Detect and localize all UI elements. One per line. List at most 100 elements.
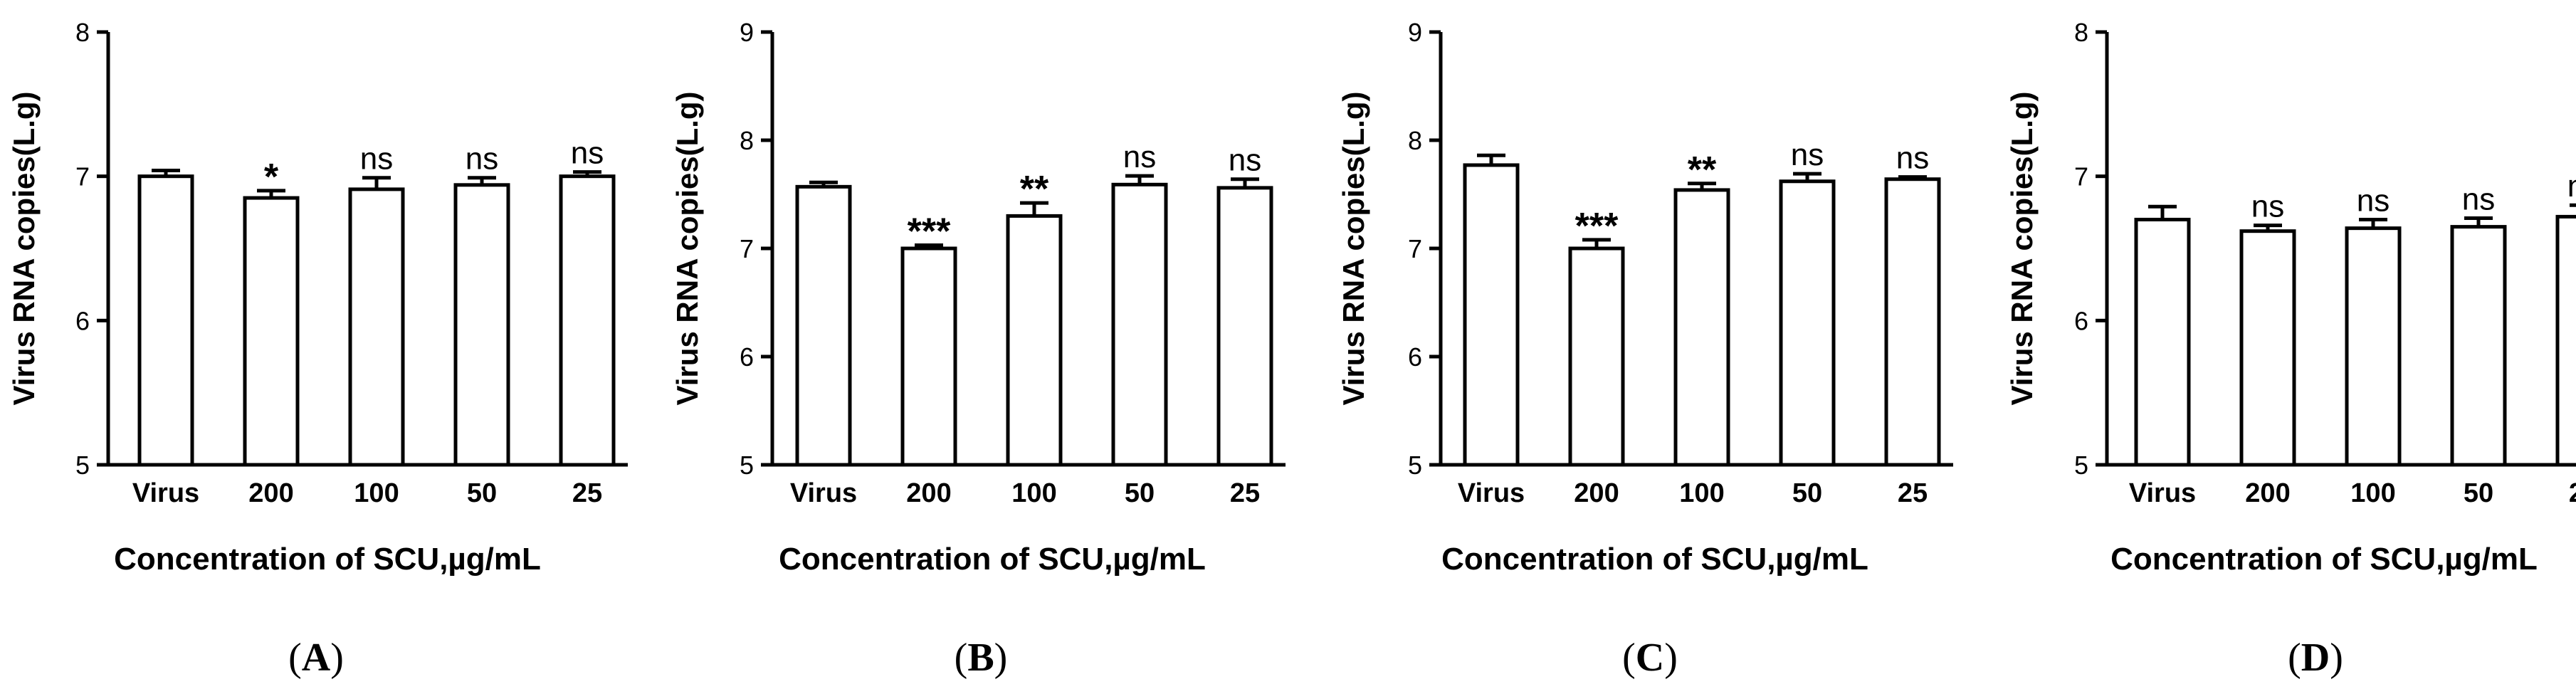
significance-label: ns xyxy=(360,142,393,177)
x-axis-title: Concentration of SCU,µg/mL xyxy=(2110,542,2538,577)
bar-50 xyxy=(2450,225,2507,467)
y-axis-title: Virus RNA copies(L.g) xyxy=(1337,91,1370,405)
significance-label: ns xyxy=(2251,189,2284,224)
significance-label: *** xyxy=(908,211,951,252)
y-tick-label: 5 xyxy=(1408,451,1422,480)
panel-label-close: ) xyxy=(2330,636,2343,680)
x-tick-label: 200 xyxy=(2245,478,2290,508)
significance-label: *** xyxy=(1575,206,1619,247)
significance-label: ns xyxy=(466,142,498,177)
panel-label: (C) xyxy=(1622,636,1678,680)
bar-virus xyxy=(137,174,194,467)
panel-label-close: ) xyxy=(994,636,1008,680)
chart-panel-c: 5 6 7 8 9 Virus 200 *** 100 ** 50 ns 25 ns Virus RNA c… xyxy=(1337,18,1953,680)
panel-label-letter: D xyxy=(2301,636,2330,680)
significance-label: ns xyxy=(1123,140,1156,174)
significance-label: ns xyxy=(1229,143,1261,178)
bar-25 xyxy=(559,174,616,467)
y-tick-label: 6 xyxy=(75,306,90,335)
y-axis-title: Virus RNA copies(L.g) xyxy=(7,91,41,405)
x-tick-label: 25 xyxy=(572,478,602,508)
significance-label: ns xyxy=(1896,141,1929,176)
bar-virus xyxy=(1463,163,1520,467)
y-tick-label: 9 xyxy=(1408,18,1422,47)
x-tick-label: 100 xyxy=(354,478,399,508)
x-tick-label: 100 xyxy=(2350,478,2395,508)
y-tick-label: 7 xyxy=(740,234,754,263)
panel-label: (D) xyxy=(2288,636,2343,680)
x-tick-label: Virus xyxy=(132,478,199,508)
bar-200 xyxy=(243,196,300,467)
x-axis-title: Concentration of SCU,µg/mL xyxy=(779,542,1206,577)
significance-label: ns xyxy=(571,136,604,171)
significance-label: ns xyxy=(2462,182,2495,216)
bar-25 xyxy=(2555,214,2576,467)
x-tick-label: 200 xyxy=(906,478,951,508)
x-axis-title: Concentration of SCU,µg/mL xyxy=(1441,542,1868,577)
bar-virus xyxy=(795,184,852,467)
x-tick-label: 100 xyxy=(1679,478,1724,508)
bar-200 xyxy=(900,246,957,467)
panel-label-open: ( xyxy=(955,636,968,680)
chart-panel-a: 5 6 7 8 Virus 200 * 100 ns 50 ns 25 ns Virus RNA copi… xyxy=(7,18,628,680)
chart-panel-b: 5 6 7 8 9 Virus 200 *** 100 ** 50 ns 25 ns Virus RNA c… xyxy=(671,18,1286,680)
y-tick-label: 6 xyxy=(2074,306,2088,335)
y-tick-label: 8 xyxy=(75,18,90,47)
bar-100 xyxy=(348,187,405,467)
x-tick-label: 25 xyxy=(1230,478,1260,508)
x-tick-label: 200 xyxy=(248,478,293,508)
y-tick-label: 7 xyxy=(1408,234,1422,263)
x-tick-label: Virus xyxy=(1458,478,1525,508)
y-tick-label: 6 xyxy=(740,342,754,372)
significance-label: ns xyxy=(2357,183,2390,218)
bar-100 xyxy=(1673,188,1730,467)
x-tick-label: 50 xyxy=(2464,478,2493,508)
significance-label: ** xyxy=(1688,149,1717,191)
y-tick-label: 5 xyxy=(75,451,90,480)
chart-panel-d: 5 6 7 8 Virus 200 ns 100 ns 50 ns 25 ns Virus RNA cop… xyxy=(2005,18,2576,680)
panel-label-open: ( xyxy=(2288,636,2301,680)
bar-100 xyxy=(2345,226,2402,467)
significance-label: ns xyxy=(2567,169,2576,204)
x-tick-label: 50 xyxy=(1125,478,1155,508)
significance-label: * xyxy=(264,157,279,198)
x-tick-label: 200 xyxy=(1574,478,1619,508)
y-tick-label: 6 xyxy=(1408,342,1422,372)
bar-100 xyxy=(1006,214,1063,467)
x-tick-label: 50 xyxy=(1792,478,1822,508)
x-tick-label: Virus xyxy=(790,478,857,508)
bar-50 xyxy=(453,183,510,467)
bar-50 xyxy=(1111,182,1168,467)
x-tick-label: 25 xyxy=(1898,478,1928,508)
panel-label-letter: C xyxy=(1636,636,1664,680)
y-axis-title: Virus RNA copies(L.g) xyxy=(2005,91,2039,405)
y-tick-label: 8 xyxy=(740,126,754,155)
panel-label-close: ) xyxy=(1664,636,1678,680)
panel-label: (A) xyxy=(288,636,344,680)
bar-50 xyxy=(1779,179,1836,467)
panel-label-open: ( xyxy=(1622,636,1636,680)
bar-25 xyxy=(1884,177,1941,467)
x-tick-label: Virus xyxy=(2129,478,2196,508)
x-axis-title: Concentration of SCU,µg/mL xyxy=(114,542,541,577)
y-tick-label: 8 xyxy=(2074,18,2088,47)
y-axis-title: Virus RNA copies(L.g) xyxy=(671,91,704,405)
panel-label-open: ( xyxy=(288,636,302,680)
bar-25 xyxy=(1216,186,1273,467)
bar-virus xyxy=(2134,217,2191,467)
x-tick-label: 100 xyxy=(1011,478,1056,508)
panel-label-letter: B xyxy=(967,636,994,680)
x-tick-label: 25 xyxy=(2569,478,2576,508)
y-tick-label: 9 xyxy=(740,18,754,47)
x-tick-label: 50 xyxy=(467,478,497,508)
bar-200 xyxy=(2239,229,2296,467)
significance-label: ns xyxy=(1791,137,1824,172)
panel-label-close: ) xyxy=(330,636,344,680)
y-tick-label: 8 xyxy=(1408,126,1422,155)
bar-200 xyxy=(1568,246,1625,467)
y-tick-label: 7 xyxy=(2074,162,2088,191)
y-tick-label: 7 xyxy=(75,162,90,191)
y-tick-label: 5 xyxy=(740,451,754,480)
panel-label: (B) xyxy=(955,636,1008,680)
